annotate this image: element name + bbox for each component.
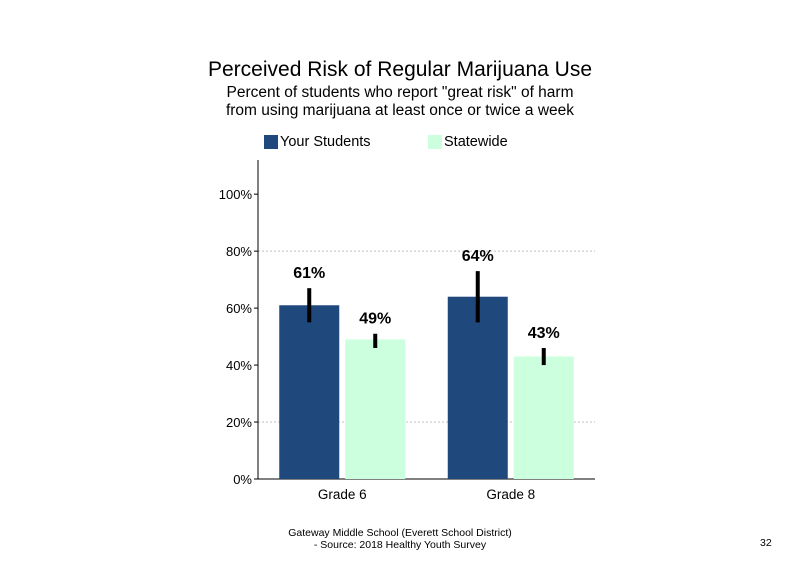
bar-your-students-1 (447, 296, 508, 479)
y-tick-label-4: 80% (226, 244, 252, 259)
bar-statewide-0 (345, 339, 406, 479)
legend-swatch-your-students (264, 135, 278, 149)
y-tick-label-0: 0% (233, 472, 252, 487)
legend-label-statewide: Statewide (444, 134, 508, 150)
page-number: 32 (760, 537, 772, 549)
legend-label-your-students: Your Students (280, 134, 371, 150)
legend-item-your-students: Your Students (264, 134, 371, 150)
legend-item-statewide: Statewide (428, 134, 508, 150)
data-label-0-1: 64% (462, 248, 494, 265)
y-tick-label-2: 40% (226, 358, 252, 373)
data-label-0-0: 61% (293, 265, 325, 282)
bar-statewide-1 (513, 356, 574, 479)
y-tick-label-3: 60% (226, 301, 252, 316)
data-label-1-1: 43% (528, 325, 560, 342)
x-category-label-0: Grade 6 (318, 487, 367, 502)
footer-school: Gateway Middle School (Everett School Di… (288, 527, 512, 539)
data-label-1-0: 49% (359, 311, 391, 328)
legend-swatch-statewide (428, 135, 442, 149)
chart-subtitle-line-1: Percent of students who report "great ri… (226, 84, 574, 101)
y-tick-label-1: 20% (226, 415, 252, 430)
y-tick-label-5: 100% (219, 187, 253, 202)
x-category-label-1: Grade 8 (486, 487, 535, 502)
footer-source: - Source: 2018 Healthy Youth Survey (313, 539, 487, 551)
bar-your-students-0 (279, 305, 340, 479)
chart-title: Perceived Risk of Regular Marijuana Use (208, 58, 592, 81)
chart-subtitle-line-2: from using marijuana at least once or tw… (225, 102, 575, 119)
